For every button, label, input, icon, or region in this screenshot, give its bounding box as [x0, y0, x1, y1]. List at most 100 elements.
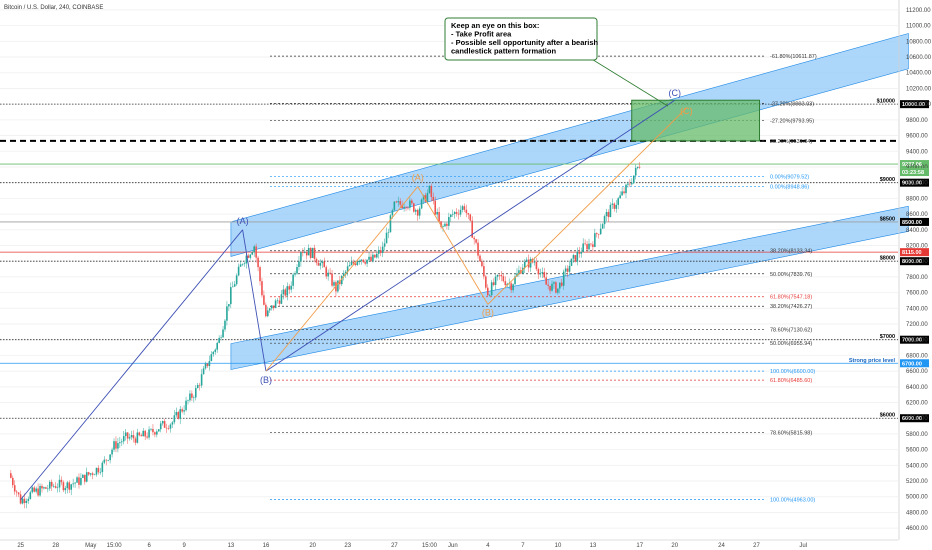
candle-body — [381, 246, 384, 253]
callout-text: Keep an eye on this box: — [451, 21, 539, 30]
fib-label: 38.20%(8133.34) — [770, 249, 812, 255]
candle-body — [214, 349, 217, 352]
candle-body — [453, 212, 456, 215]
candle-body — [502, 276, 505, 282]
candle-body — [518, 270, 520, 274]
candle-body — [512, 284, 514, 291]
candle-body — [451, 214, 454, 215]
candle-body — [109, 454, 111, 461]
candle-body — [590, 243, 592, 245]
candle-body — [290, 285, 292, 290]
level-label: $8500 — [880, 216, 895, 222]
candle-body — [268, 308, 271, 311]
price-tag-bg — [900, 335, 929, 344]
candle-body — [409, 200, 411, 208]
fib-label: 50.00%(7839.76) — [770, 272, 812, 278]
candle-body — [206, 363, 209, 367]
candle-body — [315, 258, 318, 263]
candles — [10, 162, 641, 509]
candle-body — [424, 195, 427, 202]
candle-body — [438, 211, 440, 222]
candle-body — [156, 431, 158, 435]
candle-body — [500, 274, 503, 277]
candle-body — [580, 252, 583, 254]
candle-body — [132, 435, 135, 439]
candle-body — [319, 263, 322, 266]
candle-body — [488, 295, 491, 296]
candle-body — [70, 484, 72, 490]
candle-body — [559, 282, 561, 289]
price-axis: 10000.00 9237.06 9000.00 8500.00 8115.00 8000… — [898, 0, 932, 540]
candle-body — [376, 253, 378, 258]
candle-body — [224, 320, 226, 330]
wave-label: (C) — [680, 106, 693, 116]
candle-body — [35, 488, 37, 492]
candle-body — [309, 247, 312, 258]
candle-body — [91, 473, 94, 475]
candle-body — [360, 259, 363, 261]
candle-body — [255, 246, 257, 258]
candle-body — [278, 300, 281, 304]
candle-body — [603, 216, 606, 225]
wave-line-orange — [487, 107, 687, 305]
candle-body — [202, 368, 205, 375]
wave-label: (C) — [669, 88, 682, 98]
candle-body — [523, 261, 526, 268]
callout-text: - Possible sell opportunity after a bear… — [451, 38, 599, 47]
candle-body — [111, 449, 113, 455]
candle-body — [15, 491, 18, 493]
candle-body — [52, 486, 55, 487]
candle-body — [461, 206, 464, 210]
candle-body — [31, 487, 34, 493]
price-tag-bg — [900, 100, 929, 109]
candle-body — [525, 259, 528, 262]
candle-body — [239, 264, 242, 267]
candle-body — [128, 437, 131, 439]
candle-body — [298, 261, 300, 267]
candle-body — [126, 432, 129, 439]
candle-body — [163, 421, 166, 428]
candle-body — [152, 428, 154, 433]
candle-body — [387, 232, 390, 233]
candle-body — [134, 438, 137, 443]
candle-body — [282, 289, 285, 295]
candle-body — [619, 195, 621, 199]
candle-body — [416, 209, 419, 216]
candle-body — [329, 272, 331, 274]
candle-body — [344, 271, 347, 274]
candle-body — [313, 247, 316, 259]
time-tick: 27 — [391, 543, 398, 549]
time-tick: 20 — [671, 543, 678, 549]
candle-body — [37, 488, 39, 496]
candle-body — [194, 388, 197, 398]
candle-body — [25, 500, 28, 503]
candle-body — [621, 191, 623, 196]
candle-body — [496, 274, 499, 277]
candle-body — [597, 234, 600, 235]
candle-body — [226, 306, 228, 321]
candle-body — [442, 226, 444, 227]
candle-body — [432, 196, 435, 201]
candle-body — [99, 472, 102, 473]
candle-body — [514, 276, 516, 285]
time-tick: 20 — [309, 543, 316, 549]
candle-body — [300, 252, 302, 262]
candle-body — [97, 467, 100, 473]
candle-body — [311, 247, 314, 258]
candle-body — [103, 459, 106, 463]
wave-line-blue — [20, 229, 243, 500]
candle-body — [29, 492, 32, 499]
price-tag-text: 7000.00 — [902, 338, 922, 344]
price-tick: 8000.00 — [906, 259, 928, 265]
annotation-callout[interactable]: Keep an eye on this box:- Take Profit ar… — [444, 17, 669, 107]
candle-body — [185, 400, 187, 411]
time-tick: 27 — [753, 543, 760, 549]
time-tick: 10 — [555, 543, 562, 549]
candle-body — [233, 284, 236, 287]
candle-body — [436, 211, 438, 215]
candle-body — [578, 251, 581, 254]
candle-body — [364, 262, 366, 264]
candle-body — [181, 409, 183, 412]
candle-body — [498, 274, 501, 276]
